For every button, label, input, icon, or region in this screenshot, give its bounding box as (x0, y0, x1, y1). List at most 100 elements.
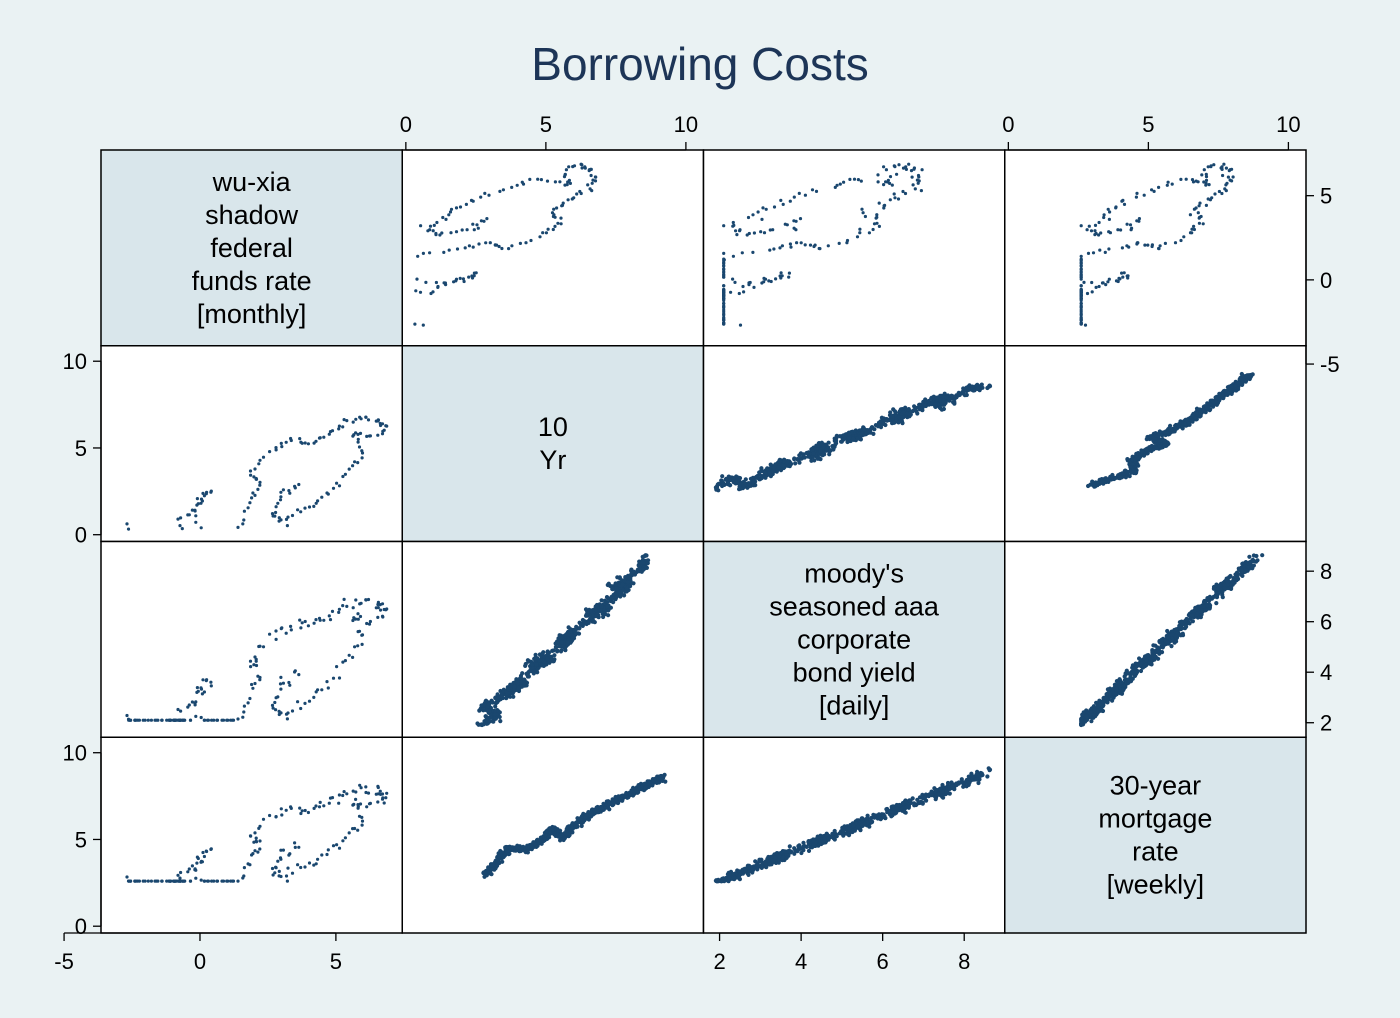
data-point (1097, 233, 1101, 237)
data-point (296, 508, 300, 512)
data-point (314, 439, 318, 443)
data-point (258, 675, 262, 680)
data-point (575, 192, 579, 196)
data-point (720, 474, 725, 479)
data-point (461, 277, 465, 281)
data-point (356, 617, 360, 621)
data-point (199, 501, 203, 505)
data-point (862, 427, 867, 432)
data-point (364, 598, 368, 602)
data-point (364, 415, 368, 419)
data-point (891, 420, 897, 425)
data-point (1221, 173, 1225, 178)
data-point (578, 622, 583, 627)
data-point (951, 400, 956, 405)
data-point (137, 718, 141, 722)
data-point (979, 382, 984, 387)
data-point (1105, 478, 1110, 483)
data-point (1130, 226, 1134, 230)
data-point (279, 687, 283, 691)
data-point (347, 467, 351, 471)
data-point (279, 675, 283, 680)
data-point (747, 481, 752, 486)
data-point (729, 290, 733, 294)
data-point (254, 477, 258, 481)
data-point (929, 396, 934, 401)
data-point (722, 271, 726, 275)
data-point (516, 686, 521, 691)
data-point (1079, 301, 1083, 305)
data-point (474, 271, 478, 275)
data-point (871, 431, 876, 436)
data-point (279, 518, 283, 522)
data-point (1114, 686, 1119, 691)
variable-label-tenyr: Yr (539, 445, 566, 475)
data-point (1182, 235, 1186, 239)
data-point (607, 801, 612, 806)
data-point (195, 690, 199, 695)
data-point (378, 789, 382, 793)
data-point (722, 301, 726, 305)
data-point (413, 322, 417, 326)
data-point (485, 217, 489, 221)
data-point (985, 385, 990, 391)
data-point (493, 243, 497, 247)
data-point (553, 224, 557, 228)
data-point (1127, 245, 1131, 249)
data-point (316, 499, 320, 503)
data-point (903, 191, 908, 196)
data-point (190, 864, 194, 868)
data-point (491, 719, 496, 724)
data-point (327, 432, 331, 436)
data-point (250, 682, 254, 687)
data-point (479, 219, 483, 223)
data-point (322, 804, 326, 808)
data-point (803, 243, 807, 247)
data-point (787, 271, 792, 275)
data-point (149, 718, 153, 722)
data-point (1224, 166, 1228, 170)
data-point (436, 284, 440, 289)
data-point (771, 469, 776, 474)
data-point (1083, 323, 1088, 327)
data-point (149, 879, 153, 883)
data-point (515, 183, 519, 187)
data-point (1225, 576, 1230, 581)
data-point (1246, 561, 1251, 566)
data-point (588, 187, 592, 191)
data-point (306, 442, 310, 446)
data-point (589, 813, 594, 818)
data-point (442, 250, 446, 254)
data-point (722, 251, 726, 255)
data-point (1151, 643, 1156, 648)
data-point (797, 453, 802, 458)
scatter-cell-aaa-wuxia (101, 541, 403, 738)
data-point (442, 281, 446, 285)
data-point (276, 859, 280, 863)
data-point (360, 642, 364, 647)
data-point (897, 163, 901, 167)
data-point (380, 792, 385, 796)
data-point (463, 246, 467, 250)
data-point (895, 172, 899, 176)
data-point (248, 469, 253, 473)
data-point (210, 718, 214, 722)
data-point (606, 581, 611, 586)
data-point (376, 606, 380, 610)
data-point (1220, 191, 1224, 196)
data-point (1085, 228, 1089, 232)
data-point (1136, 241, 1140, 245)
data-point (498, 848, 503, 854)
data-point (358, 431, 363, 435)
data-point (781, 463, 786, 468)
data-point (314, 804, 318, 808)
data-point (281, 488, 285, 492)
data-point (727, 483, 733, 488)
data-point (620, 582, 625, 587)
data-point (1196, 211, 1200, 215)
data-point (202, 494, 206, 498)
data-point (742, 290, 746, 294)
data-point (435, 220, 439, 225)
data-point (904, 165, 908, 169)
